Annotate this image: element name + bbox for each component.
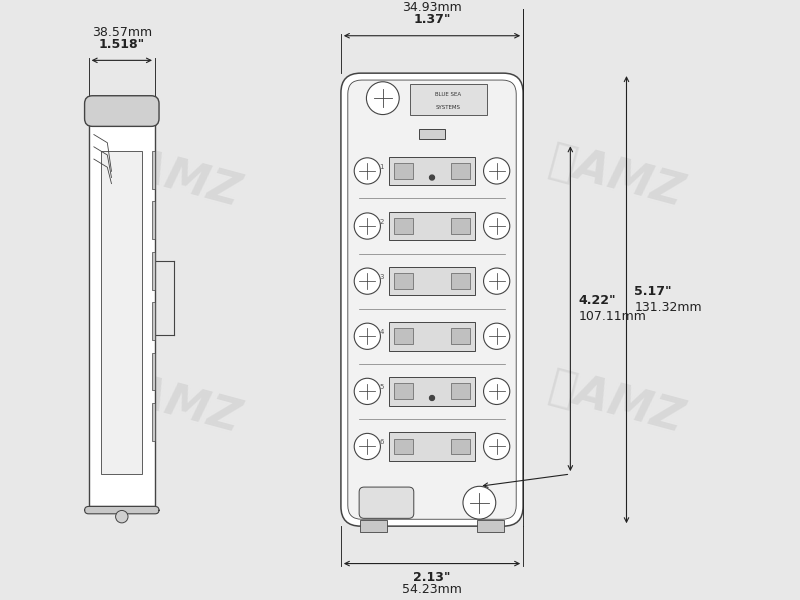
Bar (389, 377, 475, 406)
Text: 6: 6 (379, 439, 384, 445)
Bar (389, 157, 475, 185)
Circle shape (366, 82, 399, 115)
Bar (394, 383, 413, 399)
Bar (419, 129, 445, 139)
Bar (394, 328, 413, 344)
Bar (394, 273, 413, 289)
Bar (360, 520, 387, 532)
Text: 4: 4 (379, 329, 384, 335)
Bar (451, 273, 470, 289)
Text: ⓂAMZ: ⓂAMZ (545, 138, 689, 215)
FancyBboxPatch shape (85, 506, 159, 514)
Bar (389, 212, 475, 241)
Circle shape (354, 378, 381, 404)
Circle shape (483, 378, 510, 404)
Bar (451, 439, 470, 454)
Circle shape (354, 323, 381, 349)
Text: 1.37": 1.37" (414, 13, 450, 26)
Bar (152, 151, 155, 189)
Bar (389, 432, 475, 461)
Bar (152, 403, 155, 441)
Bar (451, 383, 470, 399)
Text: 131.32mm: 131.32mm (634, 301, 702, 314)
Bar (394, 218, 413, 234)
Bar (389, 267, 475, 295)
Text: 3: 3 (379, 274, 384, 280)
Text: 1.518": 1.518" (98, 38, 145, 50)
Text: 54.23mm: 54.23mm (402, 583, 462, 596)
Circle shape (354, 268, 381, 294)
Circle shape (463, 487, 496, 519)
Circle shape (116, 511, 128, 523)
FancyBboxPatch shape (348, 80, 516, 519)
Text: 5.17": 5.17" (634, 285, 672, 298)
Circle shape (354, 158, 381, 184)
Bar (152, 353, 155, 391)
Bar (477, 520, 504, 532)
Text: 38.57mm: 38.57mm (92, 26, 152, 38)
Bar (89, 98, 155, 506)
Bar (389, 322, 475, 350)
FancyBboxPatch shape (359, 487, 414, 518)
Text: 107.11mm: 107.11mm (578, 310, 646, 323)
Circle shape (354, 433, 381, 460)
Bar (451, 163, 470, 179)
Text: 1: 1 (379, 164, 384, 170)
Circle shape (483, 158, 510, 184)
Bar (451, 328, 470, 344)
Circle shape (483, 433, 510, 460)
Bar (451, 218, 470, 234)
Text: BLUE SEA: BLUE SEA (435, 92, 462, 97)
Text: 4.22": 4.22" (578, 295, 616, 307)
Text: 2: 2 (379, 218, 384, 224)
Text: ⓂAMZ: ⓂAMZ (102, 364, 246, 442)
Bar (394, 163, 413, 179)
Bar (101, 151, 142, 474)
Circle shape (483, 268, 510, 294)
Circle shape (430, 395, 434, 400)
Text: ⓂAMZ: ⓂAMZ (545, 364, 689, 442)
Text: 5: 5 (379, 384, 384, 390)
Circle shape (483, 213, 510, 239)
Bar (410, 83, 486, 115)
Bar (152, 252, 155, 290)
Text: 2.13": 2.13" (414, 571, 450, 584)
FancyBboxPatch shape (85, 96, 159, 127)
Bar (394, 439, 413, 454)
Text: ⓂAMZ: ⓂAMZ (102, 138, 246, 215)
Bar (152, 302, 155, 340)
Text: SYSTEMS: SYSTEMS (436, 104, 461, 110)
Circle shape (354, 213, 381, 239)
Bar (152, 202, 155, 239)
Text: 34.93mm: 34.93mm (402, 1, 462, 14)
FancyBboxPatch shape (341, 73, 523, 526)
Circle shape (430, 175, 434, 180)
Circle shape (483, 323, 510, 349)
